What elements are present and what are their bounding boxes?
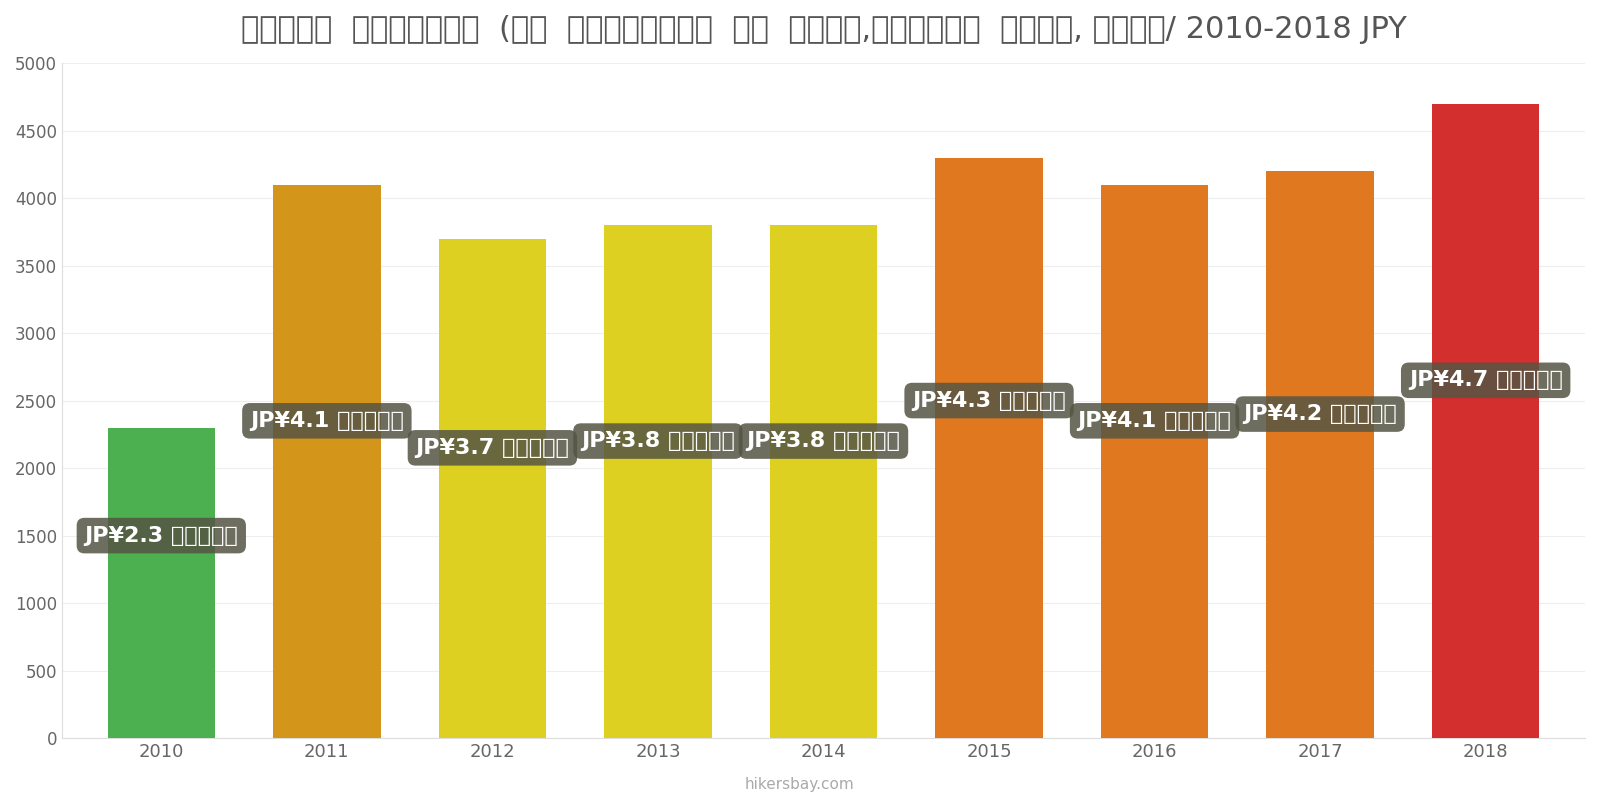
Bar (936, 158, 1043, 738)
Bar (438, 238, 546, 738)
Bar (1101, 185, 1208, 738)
Text: JP¥4.1 हज़ार: JP¥4.1 हज़ार (1078, 411, 1232, 431)
Title: जापान  इंटरनेट  (२०  एमबीपीएस  या  अधिक,असीमित  डेटा, केबल/ 2010-2018 JPY: जापान इंटरनेट (२० एमबीपीएस या अधिक,असीमि… (240, 15, 1406, 44)
Text: JP¥2.3 हज़ार: JP¥2.3 हज़ार (85, 526, 238, 546)
Text: JP¥3.8 हज़ार: JP¥3.8 हज़ार (581, 431, 734, 451)
Text: hikersbay.com: hikersbay.com (746, 777, 854, 792)
Text: JP¥4.2 हज़ार: JP¥4.2 हज़ार (1243, 404, 1397, 424)
Text: JP¥4.7 हज़ार: JP¥4.7 हज़ार (1408, 370, 1563, 390)
Text: JP¥4.1 हज़ार: JP¥4.1 हज़ार (250, 411, 403, 431)
Bar (1432, 103, 1539, 738)
Bar (770, 225, 877, 738)
Text: JP¥4.3 हज़ार: JP¥4.3 हज़ार (912, 390, 1066, 410)
Bar (107, 427, 214, 738)
Bar (274, 185, 381, 738)
Bar (605, 225, 712, 738)
Text: JP¥3.8 हज़ार: JP¥3.8 हज़ार (747, 431, 901, 451)
Text: JP¥3.7 हज़ार: JP¥3.7 हज़ार (416, 438, 570, 458)
Bar (1266, 171, 1374, 738)
